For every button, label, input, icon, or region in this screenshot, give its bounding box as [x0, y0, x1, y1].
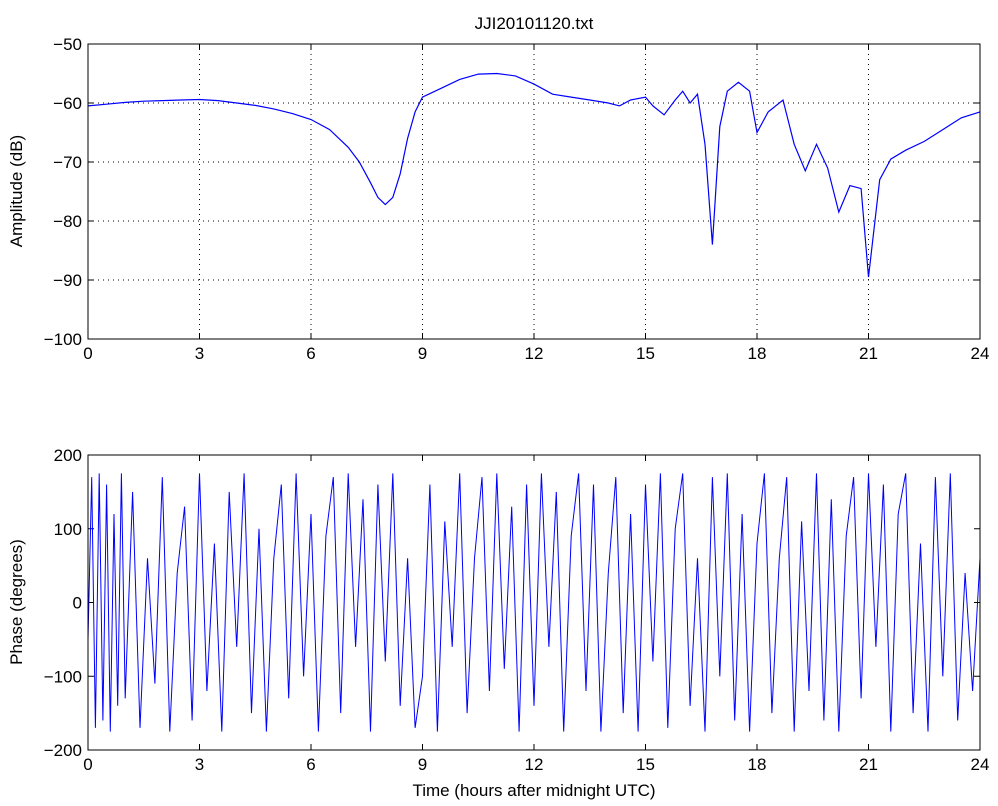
x-tick-label: 3 — [195, 344, 204, 363]
phase-plot: 0 3 6 9 12 15 18 21 24 200 100 0 −100 −200 Phase (deg… — [7, 446, 989, 800]
y-tick-label: 200 — [54, 446, 82, 465]
amplitude-plot: 0 3 6 9 12 15 18 21 24 −50 −60 −70 −80 −90 −100 Amplit… — [7, 35, 989, 363]
phase-series-line — [87, 473, 981, 732]
y-tick-label: −100 — [44, 330, 82, 349]
phase-y-axis-label: Phase (degrees) — [7, 539, 26, 665]
x-tick-label: 3 — [195, 755, 204, 774]
phase-ticks: 0 3 6 9 12 15 18 21 24 200 100 0 −100 −200 — [44, 446, 990, 774]
x-tick-label: 24 — [971, 344, 990, 363]
x-tick-label: 18 — [748, 344, 767, 363]
phase-plot-border — [87, 454, 981, 751]
x-tick-label: 21 — [859, 344, 878, 363]
chart-title: JJI20101120.txt — [475, 14, 594, 33]
y-tick-label: −50 — [53, 35, 82, 54]
amplitude-ticks: 0 3 6 9 12 15 18 21 24 −50 −60 −70 −80 −90 −100 — [44, 35, 990, 363]
x-tick-label: 0 — [83, 755, 92, 774]
y-tick-label: −100 — [44, 667, 82, 686]
x-tick-label: 15 — [636, 755, 655, 774]
x-tick-label: 9 — [418, 755, 427, 774]
y-tick-label: 100 — [54, 520, 82, 539]
x-tick-label: 9 — [418, 344, 427, 363]
x-tick-label: 12 — [525, 755, 544, 774]
x-tick-label: 21 — [859, 755, 878, 774]
y-tick-label: 0 — [73, 594, 82, 613]
x-tick-label: 6 — [306, 755, 315, 774]
y-tick-label: −70 — [53, 153, 82, 172]
x-tick-label: 6 — [306, 344, 315, 363]
x-tick-label: 24 — [971, 755, 990, 774]
y-tick-label: −90 — [53, 271, 82, 290]
y-tick-label: −60 — [53, 94, 82, 113]
x-tick-label: 0 — [83, 344, 92, 363]
x-tick-label: 12 — [525, 344, 544, 363]
amplitude-grid — [88, 44, 980, 339]
amplitude-series-line — [87, 72, 981, 278]
phase-x-axis-label: Time (hours after midnight UTC) — [412, 781, 655, 800]
y-tick-label: −80 — [53, 212, 82, 231]
x-tick-label: 15 — [636, 344, 655, 363]
amplitude-y-axis-label: Amplitude (dB) — [7, 135, 26, 247]
x-tick-label: 18 — [748, 755, 767, 774]
y-tick-label: −200 — [44, 741, 82, 760]
amplitude-plot-border — [87, 43, 981, 340]
